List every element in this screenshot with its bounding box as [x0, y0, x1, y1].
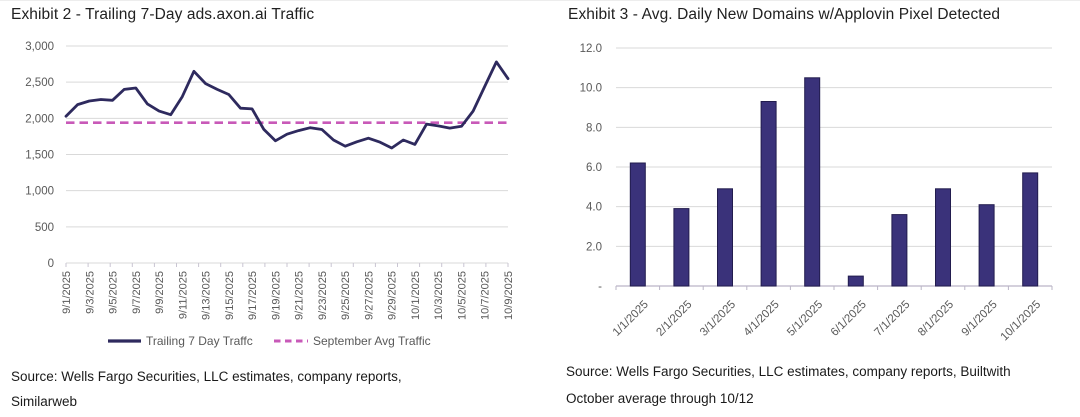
bar-10/1/2025	[1022, 172, 1039, 287]
exhibit-3-chart-svg: - 2.0 4.0 6.0 8.0 10.0 12.0 1/1/2025 2/1/2025 3/1…	[580, 43, 1053, 344]
exhibit-2-source: Source: Wells Fargo Securities, LLC esti…	[11, 364, 402, 414]
bar-2/1/2025	[673, 208, 690, 287]
x-tick-label: 9/1/2025	[960, 299, 1000, 339]
x-tick-label: 10/1/2025	[999, 299, 1044, 344]
x-tick-label: 6/1/2025	[829, 299, 869, 339]
y-axis-labels: 0 500 1,000 1,500 2,000 2,500 3,000	[25, 41, 54, 270]
trailing-7-day-traffic-line-chart: 0 500 1,000 1,500 2,000 2,500 3,000 9/1/2025 9/3…	[8, 32, 524, 362]
x-tick-label: 10/1/2025	[410, 271, 422, 320]
x-tick-label: 1/1/2025	[611, 299, 651, 339]
exhibit-2-source-line1: Source: Wells Fargo Securities, LLC esti…	[11, 369, 402, 384]
y-tick-label: 2.0	[586, 241, 602, 253]
top-divider	[0, 0, 1080, 1]
x-tick-label: 9/9/2025	[154, 271, 166, 314]
y-tick-label: 4.0	[586, 202, 602, 214]
x-axis-ticks	[615, 286, 1053, 290]
bars	[629, 77, 1039, 287]
y-tick-label: 1,500	[25, 150, 54, 162]
bar-6/1/2025	[847, 275, 864, 287]
y-tick-label: 1,000	[25, 186, 54, 198]
x-tick-label: 4/1/2025	[742, 299, 782, 339]
x-tick-label: 10/7/2025	[480, 271, 492, 320]
x-tick-label: 9/1/2025	[61, 271, 73, 314]
x-tick-label: 9/21/2025	[294, 271, 306, 320]
exhibit-2-title: Exhibit 2 - Trailing 7-Day ads.axon.ai T…	[11, 6, 315, 23]
x-tick-label: 9/3/2025	[84, 271, 96, 314]
exhibit-3-title: Exhibit 3 - Avg. Daily New Domains w/App…	[568, 6, 1001, 23]
x-tick-label: 10/5/2025	[456, 271, 468, 320]
x-tick-label: 10/3/2025	[433, 271, 445, 320]
x-tick-label: 9/5/2025	[108, 271, 120, 314]
y-axis-labels: - 2.0 4.0 6.0 8.0 10.0 12.0	[580, 43, 603, 293]
x-tick-label: 9/7/2025	[131, 271, 143, 314]
bar-5/1/2025	[804, 77, 821, 287]
y-tick-label: 2,500	[25, 77, 54, 89]
y-gridlines	[66, 45, 508, 264]
bar-9/1/2025	[978, 204, 995, 287]
exhibit-3-source-line2: October average through 10/12	[566, 391, 754, 406]
trailing-7-day-traffic-line	[64, 60, 510, 150]
bar-1/1/2025	[629, 162, 646, 287]
y-tick-label: -	[598, 281, 602, 293]
x-tick-label: 5/1/2025	[785, 299, 825, 339]
x-axis-ticks	[65, 263, 509, 267]
bar-3/1/2025	[717, 188, 733, 287]
y-tick-label: 10.0	[580, 83, 602, 95]
exhibit-2-chart-svg: 0 500 1,000 1,500 2,000 2,500 3,000 9/1/2025 9/3…	[25, 41, 515, 348]
legend: Trailing 7 Day Traffc September Avg Traff…	[108, 334, 431, 348]
x-tick-label: 10/9/2025	[503, 271, 515, 320]
y-tick-label: 3,000	[25, 41, 54, 53]
x-tick-label: 9/23/2025	[317, 271, 329, 320]
legend-label-september-avg: September Avg Traffic	[313, 334, 431, 348]
exhibit-3-panel: Exhibit 3 - Avg. Daily New Domains w/App…	[540, 0, 1080, 417]
y-tick-label: 12.0	[580, 43, 602, 55]
exhibit-3-source-line1: Source: Wells Fargo Securities, LLC esti…	[566, 364, 1011, 379]
bar-8/1/2025	[935, 188, 951, 287]
new-domains-bar-chart: - 2.0 4.0 6.0 8.0 10.0 12.0 1/1/2025 2/1/2025 3/1…	[556, 32, 1072, 362]
x-tick-label: 9/27/2025	[363, 271, 375, 320]
bar-4/1/2025	[760, 101, 777, 287]
y-tick-label: 8.0	[586, 122, 602, 134]
x-tick-label: 7/1/2025	[872, 299, 912, 339]
exhibit-3-source: Source: Wells Fargo Securities, LLC esti…	[566, 358, 1011, 412]
exhibit-2-source-line2: Similarweb	[11, 394, 78, 409]
x-tick-label: 9/29/2025	[387, 271, 399, 320]
x-tick-label: 9/25/2025	[340, 271, 352, 320]
y-tick-label: 0	[48, 258, 54, 270]
x-tick-label: 9/15/2025	[224, 271, 236, 320]
exhibit-2-panel: Exhibit 2 - Trailing 7-Day ads.axon.ai T…	[8, 6, 524, 414]
y-tick-label: 500	[35, 222, 54, 234]
y-tick-label: 2,000	[25, 113, 54, 125]
x-tick-label: 9/11/2025	[177, 271, 189, 319]
x-tick-label: 9/19/2025	[270, 271, 282, 320]
x-tick-label: 2/1/2025	[654, 299, 694, 339]
y-tick-label: 6.0	[586, 162, 602, 174]
x-axis-labels: 1/1/2025 2/1/2025 3/1/2025 4/1/2025 5/1/2025…	[611, 299, 1044, 344]
x-axis-labels: 9/1/2025 9/3/2025 9/5/2025 9/7/2025 9/9/2025…	[61, 271, 515, 320]
x-tick-label: 9/17/2025	[247, 271, 259, 320]
x-tick-label: 9/13/2025	[201, 271, 213, 320]
legend-label-trailing-traffic: Trailing 7 Day Traffc	[146, 334, 253, 348]
bar-7/1/2025	[891, 214, 908, 287]
x-tick-label: 3/1/2025	[698, 299, 738, 339]
x-tick-label: 8/1/2025	[916, 299, 956, 339]
